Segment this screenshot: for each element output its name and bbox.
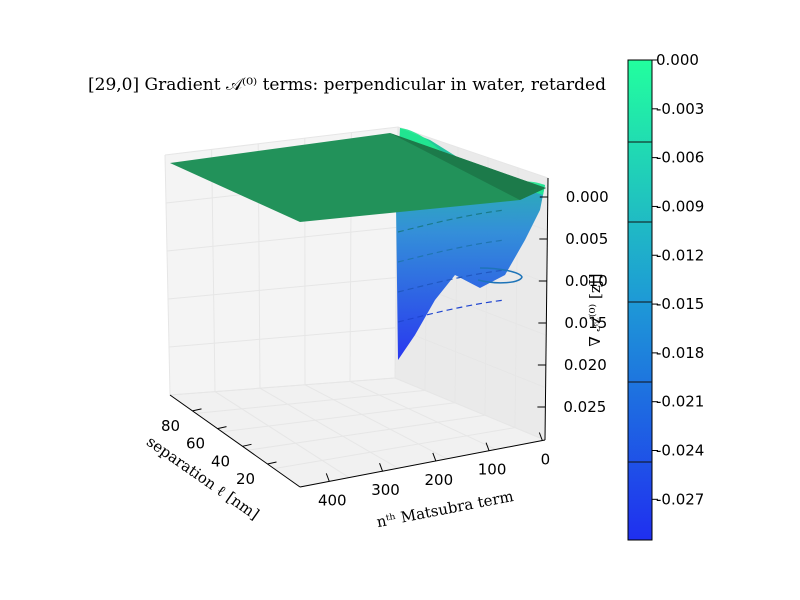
surface-plateau-edge: [390, 133, 546, 200]
grid-line: [304, 384, 448, 460]
grid-line: [169, 377, 396, 396]
contour-line: [397, 209, 506, 233]
grid-line: [168, 327, 396, 348]
z-tick-label: 0.020: [564, 356, 607, 374]
y-tick-mark: [242, 443, 252, 447]
x-axis-ticks: 400 300 200 100 0: [318, 432, 551, 509]
colorbar: 0.000 -0.003 -0.006 -0.009 -0.012 -0.015 -0.01…: [627, 51, 704, 541]
contour-line: [397, 269, 506, 293]
colorbar-tick-label: -0.027: [656, 490, 704, 508]
grid-line: [247, 414, 486, 451]
colorbar-tick-label: -0.009: [656, 197, 704, 215]
z-tick-label: 0.025: [563, 398, 606, 416]
colorbar-tick-label: -0.006: [656, 149, 704, 167]
x-tick-label: 300: [371, 481, 400, 499]
y-tick-mark: [192, 408, 202, 412]
x-tick-mark: [485, 442, 490, 451]
y-tick-label: 60: [186, 435, 205, 453]
colorbar-tick-label: -0.024: [656, 442, 704, 460]
colorbar-ticks: 0.000 -0.003 -0.006 -0.009 -0.012 -0.015 -0.01…: [652, 51, 704, 508]
grid-line: [395, 327, 546, 389]
y-tick-label: 40: [211, 452, 230, 470]
contour-line: [477, 267, 523, 284]
colorbar-tick-label: -0.015: [656, 295, 704, 313]
y-axis-ticks: 80 60 40 20: [161, 408, 277, 488]
z-axis-label: ∇ 𝒜⁽⁰⁾ [zJ]: [586, 273, 604, 346]
colorbar-tick-label: 0.000: [656, 51, 699, 69]
grid-line: [394, 377, 546, 441]
colorbar-fill: [627, 59, 653, 541]
grid-line: [349, 380, 497, 450]
grid-line: [211, 149, 216, 392]
x-tick-label: 0: [541, 451, 551, 469]
grid-line: [221, 402, 456, 433]
colorbar-tick-label: -0.012: [656, 246, 704, 264]
contour-line: [397, 299, 506, 323]
grid-line: [167, 277, 397, 300]
z-tick-label: 0.000: [566, 188, 609, 206]
x-tick-label: 400: [318, 491, 347, 509]
x-tick-mark: [325, 473, 330, 482]
x-tick-mark: [379, 462, 384, 472]
x-tick-label: 200: [424, 471, 453, 489]
colorbar-level-lines: [628, 141, 652, 463]
grid-line: [166, 226, 397, 252]
grid-line: [397, 126, 549, 179]
chart-title: [29,0] Gradient 𝒜⁽⁰⁾ terms: perpendicula…: [88, 75, 606, 95]
y-tick-label: 80: [161, 417, 180, 435]
y-tick-label: 20: [236, 470, 255, 488]
axis-lines: [169, 177, 549, 488]
contour-lines: [397, 209, 523, 323]
grid-line: [273, 427, 516, 470]
z-axis-ticks: 0.000 0.005 0.010 0.015 0.020 0.025: [537, 188, 609, 416]
colorbar-tick-label: -0.003: [656, 100, 704, 118]
x-tick-label: 100: [478, 461, 507, 479]
colorbar-tick-label: -0.018: [656, 344, 704, 362]
z-tick-label: 0.010: [565, 272, 608, 290]
surface: [170, 128, 546, 360]
y-tick-mark: [267, 461, 277, 465]
grid-line: [214, 391, 350, 479]
grid-line: [195, 389, 426, 414]
colorbar-tick-label: -0.021: [656, 393, 704, 411]
grid-line: [164, 154, 171, 396]
y-tick-mark: [217, 426, 227, 430]
grid-line: [164, 126, 399, 156]
contour-line: [397, 239, 506, 263]
x-tick-mark: [538, 432, 543, 441]
grid-line: [259, 387, 399, 469]
z-tick-label: 0.005: [565, 230, 608, 248]
z-tick-label: 0.015: [564, 314, 607, 332]
x-tick-mark: [432, 452, 437, 462]
